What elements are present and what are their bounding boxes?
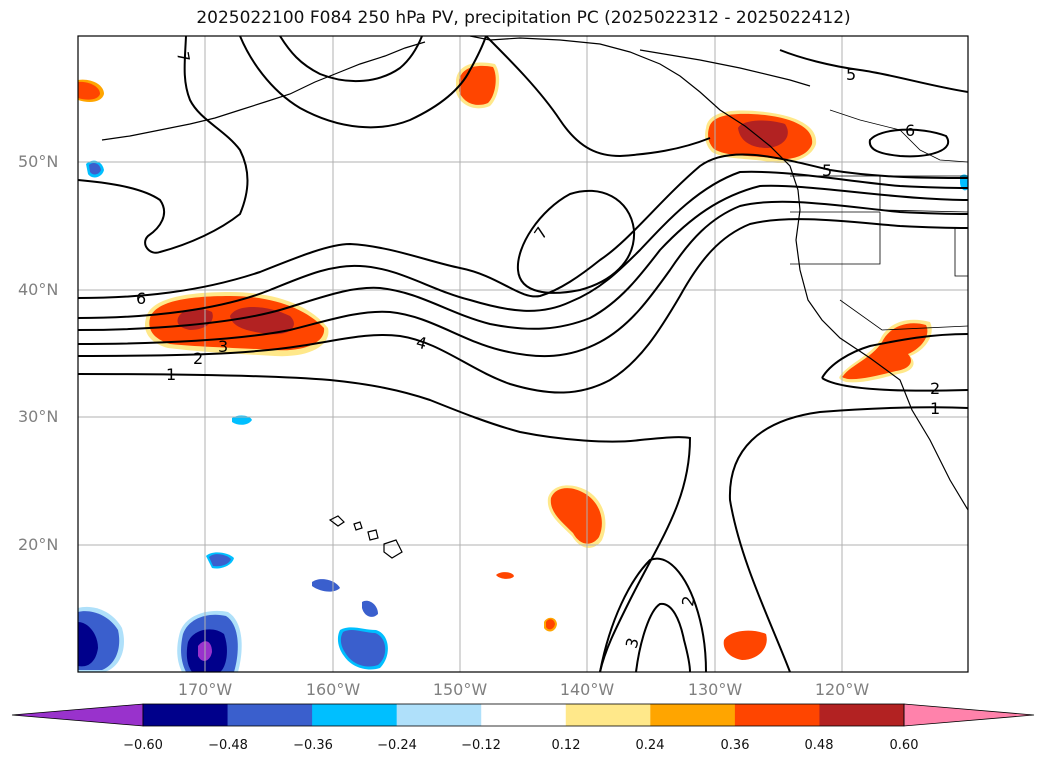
contour-label: 2 xyxy=(678,594,698,607)
contour-label: 7 xyxy=(173,50,193,63)
lon-label: 150°W xyxy=(432,680,488,699)
colorbar-tick: −0.60 xyxy=(123,738,163,753)
colorbar-tick: 0.24 xyxy=(635,738,665,753)
lat-label: 30°N xyxy=(18,407,59,426)
precip-positive-areas xyxy=(78,62,932,660)
colorbar-tick: −0.12 xyxy=(461,738,501,753)
colorbar-tick: 0.48 xyxy=(804,738,834,753)
colorbar-tick: −0.36 xyxy=(293,738,333,753)
contour-label: 1 xyxy=(166,365,176,384)
contour-label: 1 xyxy=(930,399,940,418)
lon-label: 130°W xyxy=(687,680,743,699)
contour-label: 6 xyxy=(905,121,915,140)
map-frame xyxy=(77,35,969,673)
contour-labels: 7 5 6 5 7 6 3 2 1 4 2 1 2 3 xyxy=(136,50,940,650)
colorbar-cell xyxy=(227,704,313,726)
contour-label: 2 xyxy=(193,349,203,368)
colorbar-frame xyxy=(142,703,905,727)
lat-label: 20°N xyxy=(18,535,59,554)
coastlines xyxy=(101,36,968,559)
map-title: 2025022100 F084 250 hPa PV, precipitatio… xyxy=(196,8,851,28)
contour-label: 5 xyxy=(846,65,856,84)
lat-label: 50°N xyxy=(18,152,59,171)
lat-label: 40°N xyxy=(18,280,59,299)
colorbar-cell xyxy=(481,704,567,726)
contour-label: 5 xyxy=(822,161,832,180)
contour-label: 3 xyxy=(622,636,643,651)
colorbar xyxy=(11,703,1035,727)
colorbar-cell xyxy=(565,704,651,726)
colorbar-tick: −0.24 xyxy=(377,738,417,753)
contour-label: 7 xyxy=(530,223,551,242)
precip-negative-areas xyxy=(78,160,968,672)
colorbar-cell xyxy=(734,704,820,726)
colorbar-cell xyxy=(396,704,482,726)
colorbar-extend-low xyxy=(11,703,144,727)
lon-label: 140°W xyxy=(559,680,615,699)
graticule xyxy=(78,36,968,672)
contour-label: 6 xyxy=(136,289,146,308)
lon-label: 160°W xyxy=(305,680,361,699)
colorbar-cell xyxy=(650,704,736,726)
contour-label: 2 xyxy=(930,379,940,398)
colorbar-tick: 0.60 xyxy=(889,738,919,753)
colorbar-extend-high xyxy=(903,703,1035,727)
lon-label: 120°W xyxy=(814,680,870,699)
colorbar-cell xyxy=(819,704,905,726)
colorbar-tick: −0.48 xyxy=(208,738,248,753)
colorbar-tick: 0.12 xyxy=(551,738,581,753)
colorbar-cell xyxy=(312,704,398,726)
colorbar-tick: 0.36 xyxy=(720,738,750,753)
lon-label: 170°W xyxy=(177,680,233,699)
contour-label: 4 xyxy=(414,332,429,353)
pv-contours xyxy=(78,36,968,672)
colorbar-cell xyxy=(143,704,229,726)
contour-label: 3 xyxy=(218,337,228,356)
